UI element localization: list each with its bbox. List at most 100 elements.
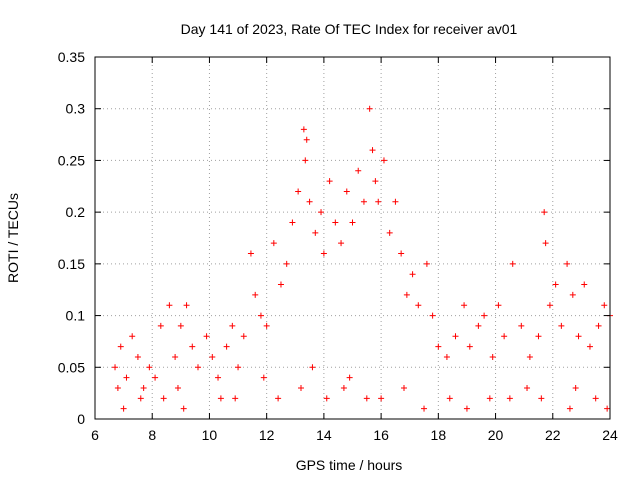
data-point <box>369 147 376 154</box>
y-tick-label: 0.25 <box>58 152 85 168</box>
data-point <box>398 250 405 257</box>
x-tick-label: 12 <box>259 427 275 443</box>
data-point <box>183 302 190 309</box>
data-point <box>524 384 531 391</box>
y-tick-label: 0.35 <box>58 49 85 65</box>
y-tick-label: 0.1 <box>66 308 86 324</box>
data-point <box>535 333 542 340</box>
data-point <box>112 364 119 371</box>
data-point <box>275 395 282 402</box>
data-point <box>486 395 493 402</box>
data-point <box>232 395 239 402</box>
data-point <box>518 322 525 329</box>
data-point <box>569 291 576 298</box>
data-point <box>604 405 611 412</box>
x-tick-label: 6 <box>91 427 99 443</box>
x-tick-label: 18 <box>431 427 447 443</box>
data-point <box>595 322 602 329</box>
data-point <box>180 405 187 412</box>
data-point <box>481 312 488 319</box>
data-point <box>489 353 496 360</box>
data-point <box>166 302 173 309</box>
data-point <box>546 302 553 309</box>
data-point <box>152 374 159 381</box>
data-point <box>495 302 502 309</box>
data-point <box>318 209 325 216</box>
y-tick-label: 0 <box>77 411 85 427</box>
data-point <box>378 395 385 402</box>
data-point <box>189 343 196 350</box>
data-point <box>332 219 339 226</box>
y-tick-label: 0.2 <box>66 204 86 220</box>
data-point <box>277 281 284 288</box>
data-point <box>586 343 593 350</box>
data-point <box>355 167 362 174</box>
data-point <box>415 302 422 309</box>
data-point <box>123 374 130 381</box>
data-point <box>240 333 247 340</box>
x-tick-label: 8 <box>148 427 156 443</box>
x-tick-label: 20 <box>488 427 504 443</box>
data-point <box>283 260 290 267</box>
data-point <box>572 384 579 391</box>
data-point <box>223 343 230 350</box>
data-point <box>463 405 470 412</box>
data-point <box>392 198 399 205</box>
x-tick-label: 22 <box>545 427 561 443</box>
data-point <box>257 312 264 319</box>
data-point <box>302 157 309 164</box>
data-point <box>475 322 482 329</box>
x-axis-label: GPS time / hours <box>296 457 403 473</box>
data-points <box>112 105 613 412</box>
y-tick-label: 0.15 <box>58 256 85 272</box>
data-point <box>303 136 310 143</box>
data-point <box>506 395 513 402</box>
data-point <box>309 364 316 371</box>
data-point <box>326 178 333 185</box>
data-point <box>375 198 382 205</box>
data-point <box>263 322 270 329</box>
data-point <box>501 333 508 340</box>
data-point <box>235 364 242 371</box>
data-point <box>140 384 147 391</box>
data-point <box>538 395 545 402</box>
axis-ticks: 6 8 10 12 14 16 18 20 22 24 0 0.05 0.1 0.15 0.2 0.25 0.3… <box>58 49 618 443</box>
data-point <box>601 302 608 309</box>
data-point <box>461 302 468 309</box>
data-point <box>435 343 442 350</box>
data-point <box>114 384 121 391</box>
data-point <box>429 312 436 319</box>
data-point <box>340 384 347 391</box>
data-point <box>443 353 450 360</box>
data-point <box>172 353 179 360</box>
x-tick-label: 24 <box>602 427 618 443</box>
data-point <box>134 353 141 360</box>
data-point <box>298 384 304 391</box>
data-point <box>252 291 259 298</box>
data-point <box>306 198 313 205</box>
data-point <box>195 364 201 371</box>
data-point <box>360 198 367 205</box>
data-point <box>146 364 153 371</box>
data-point <box>312 229 319 236</box>
data-point <box>320 250 327 257</box>
data-point <box>509 260 516 267</box>
plot-frame <box>94 56 611 420</box>
data-point <box>581 281 588 288</box>
data-point <box>174 384 181 391</box>
y-axis-label: ROTI / TECUs <box>5 193 21 283</box>
data-point <box>552 281 559 288</box>
data-point <box>129 333 136 340</box>
chart-title: Day 141 of 2023, Rate Of TEC Index for r… <box>181 21 518 37</box>
data-point <box>300 126 307 133</box>
data-point <box>401 384 407 391</box>
data-point <box>446 395 453 402</box>
data-point <box>160 395 167 402</box>
data-point <box>260 374 267 381</box>
data-point <box>409 271 416 278</box>
data-point <box>270 240 277 247</box>
data-point <box>542 240 549 247</box>
data-point <box>366 105 373 112</box>
data-point <box>343 188 350 195</box>
data-point <box>229 322 236 329</box>
